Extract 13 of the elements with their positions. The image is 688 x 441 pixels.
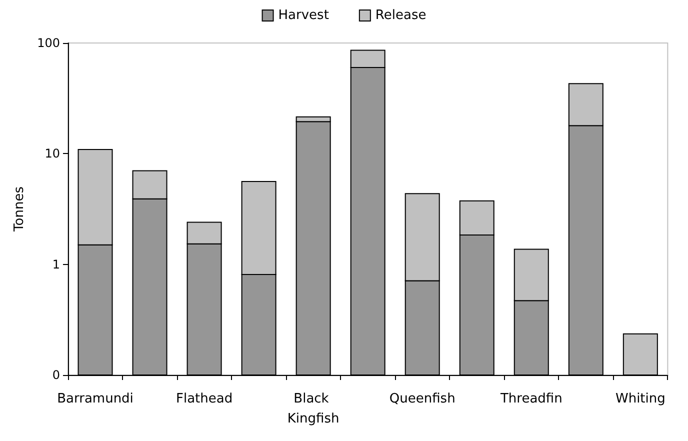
y-axis-title: Tonnes (12, 186, 28, 232)
y-tick-label: 100 (37, 36, 60, 50)
y-tick-label: 10 (44, 146, 60, 161)
x-tick-label: Whiting (615, 392, 666, 406)
legend-label: Release (375, 8, 426, 23)
y-tick-label: 0 (52, 368, 60, 382)
x-tick-label: Threadfin (499, 392, 562, 406)
x-tick-label: Flathead (176, 392, 233, 406)
y-tick-label: 1 (52, 257, 60, 272)
legend-label: Harvest (278, 8, 329, 23)
x-tick-label: Barramundi (57, 392, 134, 406)
x-tick-label: Queenfish (389, 392, 456, 406)
x-tick-label: Black Kingfish (287, 392, 340, 426)
